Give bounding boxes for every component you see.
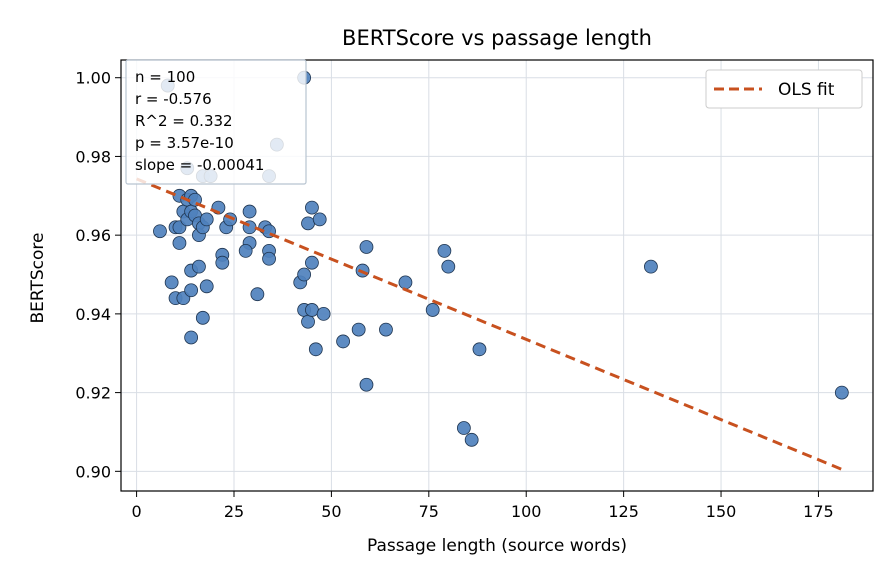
data-point bbox=[336, 334, 350, 349]
legend-fit-label: OLS fit bbox=[778, 80, 835, 100]
data-point bbox=[199, 212, 214, 227]
y-axis-label: BERTScore bbox=[28, 233, 48, 324]
legend: OLS fit bbox=[705, 69, 863, 109]
stats-line-r: r = -0.576 bbox=[135, 90, 212, 108]
x-tick-label: 100 bbox=[511, 502, 542, 521]
y-tick-label: 0.90 bbox=[75, 462, 111, 481]
data-point bbox=[192, 259, 206, 274]
data-point bbox=[242, 204, 257, 219]
data-point bbox=[472, 342, 487, 357]
data-point bbox=[308, 342, 323, 357]
grid-lines bbox=[121, 60, 873, 491]
stats-line-slope: slope = -0.00041 bbox=[135, 156, 264, 174]
data-point bbox=[305, 303, 319, 317]
data-point bbox=[425, 303, 440, 317]
data-point bbox=[351, 322, 366, 337]
x-tick-label: 75 bbox=[419, 502, 439, 521]
data-point bbox=[834, 385, 849, 400]
y-tick-label: 1.00 bbox=[75, 69, 111, 88]
data-point bbox=[238, 243, 253, 258]
data-point bbox=[456, 421, 471, 435]
data-point bbox=[195, 310, 210, 325]
data-point bbox=[441, 259, 456, 274]
y-tick-label: 0.98 bbox=[75, 147, 111, 166]
y-ticks: 0.90 0.92 0.94 0.96 0.98 1.00 bbox=[75, 69, 121, 481]
data-point bbox=[464, 432, 479, 447]
x-tick-label: 50 bbox=[321, 502, 341, 521]
data-point bbox=[316, 306, 331, 321]
y-tick-label: 0.96 bbox=[75, 226, 111, 245]
x-axis-label: Passage length (source words) bbox=[367, 536, 627, 556]
data-point bbox=[301, 314, 315, 329]
x-tick-label: 0 bbox=[131, 502, 141, 521]
data-point bbox=[398, 275, 413, 290]
stats-line-p: p = 3.57e-10 bbox=[135, 134, 234, 152]
data-point bbox=[644, 259, 658, 274]
data-point bbox=[437, 243, 452, 258]
x-tick-label: 175 bbox=[803, 502, 834, 521]
data-point bbox=[262, 251, 276, 266]
data-point bbox=[297, 267, 312, 282]
x-tick-label: 150 bbox=[706, 502, 737, 521]
x-ticks: 0 25 50 75 100 125 150 175 bbox=[131, 491, 834, 521]
data-point bbox=[359, 240, 374, 254]
stats-box: n = 100 r = -0.576 R^2 = 0.332 p = 3.57e… bbox=[125, 59, 307, 185]
data-point bbox=[215, 255, 230, 270]
stats-line-r2: R^2 = 0.332 bbox=[135, 112, 233, 130]
data-point bbox=[301, 216, 315, 231]
data-point bbox=[164, 275, 179, 290]
x-tick-label: 125 bbox=[608, 502, 639, 521]
data-point bbox=[312, 212, 327, 227]
chart-title: BERTScore vs passage length bbox=[342, 26, 652, 50]
data-point bbox=[379, 322, 393, 337]
data-point bbox=[359, 377, 374, 392]
data-point bbox=[172, 236, 187, 250]
data-point bbox=[184, 283, 199, 298]
stats-box-background bbox=[125, 59, 307, 185]
y-tick-label: 0.94 bbox=[75, 305, 111, 324]
x-tick-label: 25 bbox=[224, 502, 244, 521]
stats-line-n: n = 100 bbox=[135, 68, 195, 86]
legend-box bbox=[705, 69, 863, 109]
axes-frame bbox=[120, 59, 874, 492]
y-tick-label: 0.92 bbox=[75, 384, 111, 403]
data-point bbox=[153, 224, 167, 239]
data-point bbox=[184, 330, 199, 345]
data-point bbox=[250, 287, 265, 302]
data-point bbox=[223, 212, 237, 227]
data-point bbox=[199, 279, 214, 294]
data-point bbox=[305, 255, 319, 270]
data-point bbox=[305, 200, 319, 215]
